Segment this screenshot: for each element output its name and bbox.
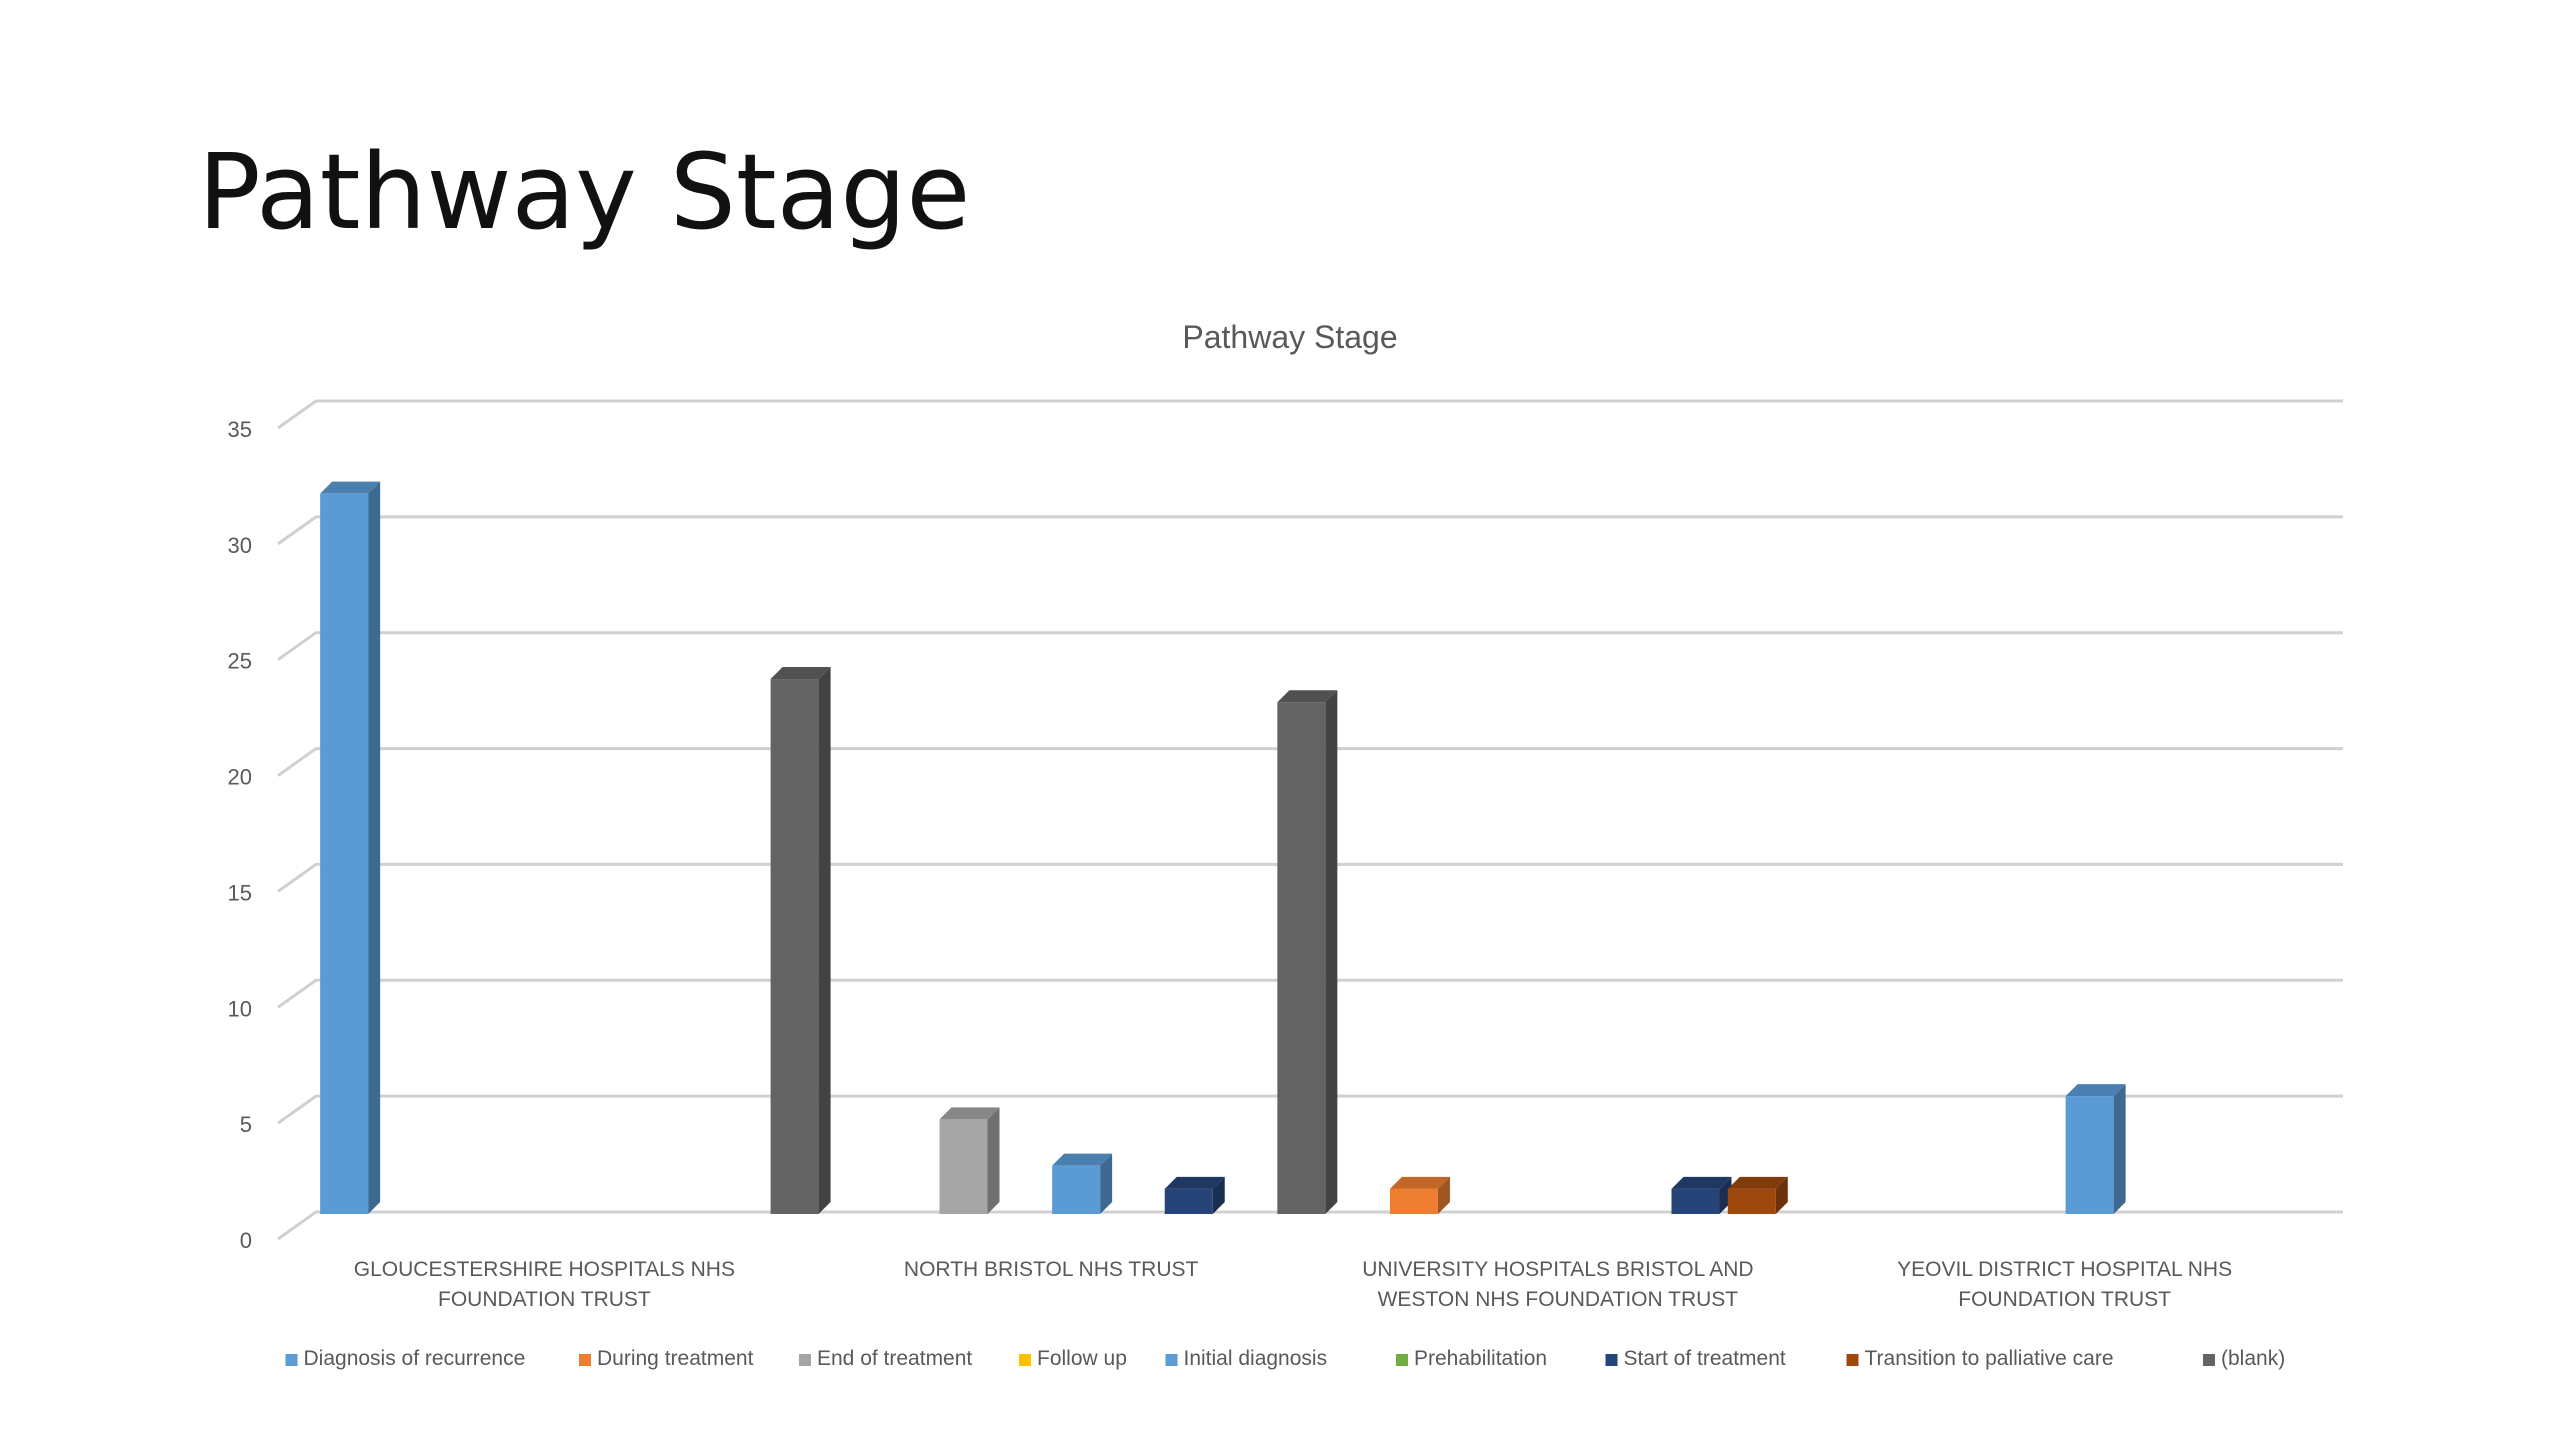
bar xyxy=(1165,1177,1225,1214)
legend-swatch xyxy=(1847,1354,1859,1366)
legend-item: End of treatment xyxy=(799,1347,972,1370)
y-tick-label: 25 xyxy=(228,649,252,674)
bar xyxy=(2066,1084,2126,1214)
legend-label: Start of treatment xyxy=(1624,1347,1786,1370)
bar-front xyxy=(940,1119,988,1214)
bar-side xyxy=(1325,690,1337,1214)
legend-label: (blank) xyxy=(2221,1347,2285,1370)
bar-front xyxy=(1671,1189,1719,1214)
x-tick-label: WESTON NHS FOUNDATION TRUST xyxy=(1378,1288,1739,1311)
bar-front xyxy=(1165,1189,1213,1214)
x-tick-label: UNIVERSITY HOSPITALS BRISTOL AND xyxy=(1362,1258,1753,1281)
bar-side xyxy=(988,1107,1000,1214)
bar-side xyxy=(2114,1084,2126,1214)
bar xyxy=(1277,690,1337,1214)
legend-swatch xyxy=(1396,1354,1408,1366)
x-tick-label: GLOUCESTERSHIRE HOSPITALS NHS xyxy=(354,1258,735,1281)
bar xyxy=(1671,1177,1731,1214)
legend-swatch xyxy=(1606,1354,1618,1366)
y-tick-label: 10 xyxy=(228,996,252,1021)
y-axis-tick-labels: 0 5 10 15 20 25 30 35 xyxy=(228,417,252,1253)
bar xyxy=(771,667,831,1214)
legend-label: End of treatment xyxy=(817,1347,972,1370)
y-tick-label: 5 xyxy=(240,1112,252,1137)
legend-item: Transition to palliative care xyxy=(1847,1347,2114,1370)
legend-item: Follow up xyxy=(1019,1347,1127,1370)
gridline xyxy=(278,633,2343,660)
legend-label: Initial diagnosis xyxy=(1184,1347,1328,1370)
legend: Diagnosis of recurrence During treatment E… xyxy=(286,1347,2286,1370)
bar-side xyxy=(368,482,380,1214)
bar xyxy=(940,1107,1000,1214)
bar-front xyxy=(320,494,368,1214)
legend-label: Follow up xyxy=(1037,1347,1127,1370)
bar xyxy=(1052,1154,1112,1214)
x-axis-category-labels: GLOUCESTERSHIRE HOSPITALS NHS FOUNDATION … xyxy=(354,1258,2232,1311)
gridline xyxy=(278,1212,2343,1239)
legend-item: (blank) xyxy=(2203,1347,2285,1370)
bar-front xyxy=(771,679,819,1214)
y-tick-label: 0 xyxy=(240,1228,252,1253)
y-tick-label: 20 xyxy=(228,765,252,790)
bar-front xyxy=(1390,1189,1438,1214)
chart-title: Pathway Stage xyxy=(1182,319,1397,355)
legend-item: Start of treatment xyxy=(1606,1347,1786,1370)
y-tick-label: 30 xyxy=(228,533,252,558)
gridline xyxy=(278,517,2343,544)
legend-label: Diagnosis of recurrence xyxy=(304,1347,526,1370)
bars xyxy=(320,482,2125,1214)
legend-swatch xyxy=(799,1354,811,1366)
bar xyxy=(1390,1177,1450,1214)
y-tick-label: 35 xyxy=(228,417,252,442)
bar-front xyxy=(1277,702,1325,1214)
legend-item: During treatment xyxy=(579,1347,754,1370)
bar-front xyxy=(1728,1189,1776,1214)
legend-label: During treatment xyxy=(597,1347,754,1370)
x-tick-label: YEOVIL DISTRICT HOSPITAL NHS xyxy=(1897,1258,2232,1281)
gridline xyxy=(278,401,2343,428)
legend-item: Diagnosis of recurrence xyxy=(286,1347,526,1370)
legend-swatch xyxy=(286,1354,298,1366)
bar-front xyxy=(1052,1166,1100,1214)
x-tick-label: FOUNDATION TRUST xyxy=(438,1288,651,1311)
legend-swatch xyxy=(1019,1354,1031,1366)
bar xyxy=(320,482,380,1214)
bar-front xyxy=(2066,1096,2114,1214)
legend-swatch xyxy=(1166,1354,1178,1366)
legend-item: Prehabilitation xyxy=(1396,1347,1547,1370)
legend-swatch xyxy=(579,1354,591,1366)
y-tick-label: 15 xyxy=(228,880,252,905)
legend-item: Initial diagnosis xyxy=(1166,1347,1328,1370)
legend-swatch xyxy=(2203,1354,2215,1366)
x-tick-label: NORTH BRISTOL NHS TRUST xyxy=(904,1258,1199,1281)
legend-label: Transition to palliative care xyxy=(1865,1347,2114,1370)
x-tick-label: FOUNDATION TRUST xyxy=(1958,1288,2171,1311)
bar-side xyxy=(819,667,831,1214)
legend-label: Prehabilitation xyxy=(1414,1347,1547,1370)
bar xyxy=(1728,1177,1788,1214)
